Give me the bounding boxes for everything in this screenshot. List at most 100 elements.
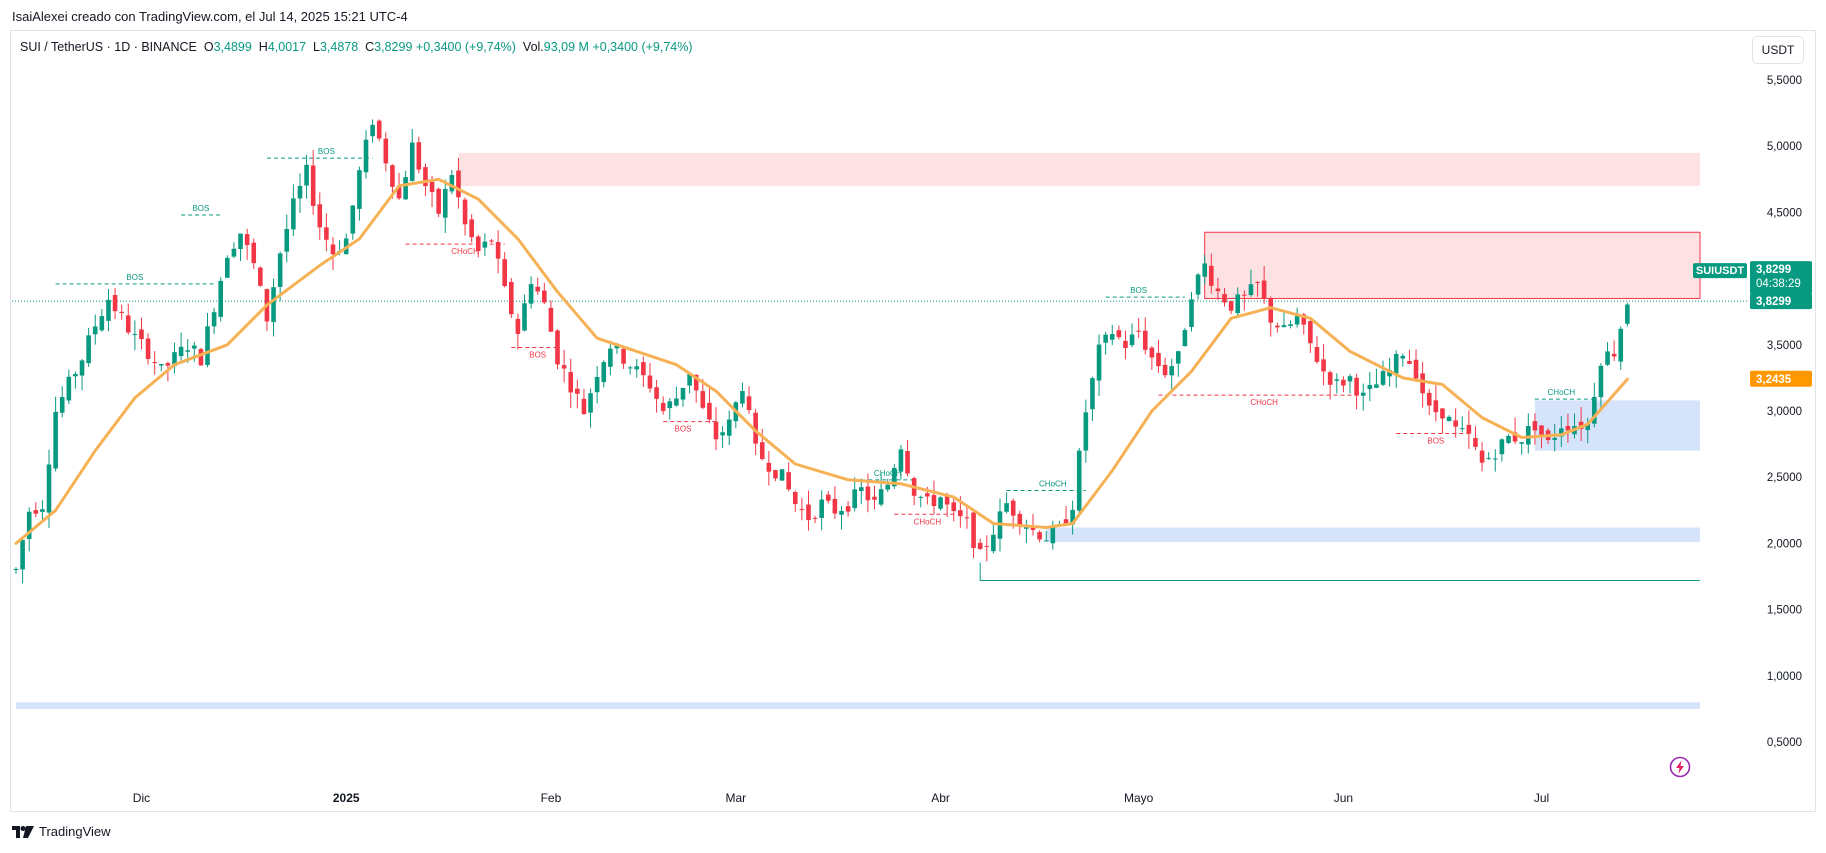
candle-body (462, 199, 468, 225)
ema-price-text: 3,2435 (1756, 374, 1792, 386)
candle-body (561, 365, 567, 369)
candle-body (271, 287, 276, 323)
candle (13, 567, 19, 574)
candle-body (1294, 315, 1300, 325)
demand-zone (1046, 527, 1700, 543)
candle (436, 187, 441, 218)
structure-label: BOS (318, 147, 335, 156)
candle (1466, 410, 1472, 449)
candle-body (1182, 330, 1188, 347)
candle-body (1413, 359, 1419, 379)
y-tick-label: 3,0000 (1767, 406, 1802, 418)
structure-label: CHoCH (874, 469, 902, 478)
candle-body (1215, 288, 1221, 292)
candle-body (172, 352, 177, 367)
lightning-icon[interactable] (1669, 756, 1691, 778)
x-tick-label: Abr (931, 791, 950, 805)
candle (178, 332, 184, 361)
candle-body (317, 204, 323, 228)
candle-body (304, 164, 309, 186)
price-badge-text: 3,8299 (1756, 264, 1791, 276)
candle-body (13, 568, 19, 570)
candle (680, 387, 686, 407)
candle (1413, 349, 1419, 382)
candle-body (1374, 384, 1379, 388)
candle (687, 373, 692, 394)
candle-body (931, 495, 937, 506)
candle (1314, 336, 1320, 364)
candle-body (1539, 425, 1544, 435)
candle (594, 366, 600, 404)
tradingview-logo[interactable]: TradingView (12, 824, 111, 839)
candle-body (350, 205, 356, 234)
candle-body (73, 373, 78, 377)
candle-body (667, 401, 673, 409)
candle-body (720, 432, 725, 436)
candle-body (152, 361, 157, 364)
candle-body (898, 449, 904, 472)
candle (1228, 300, 1234, 315)
candle-body (1407, 361, 1412, 364)
candle-body (1209, 265, 1214, 286)
currency-button[interactable]: USDT (1752, 36, 1804, 64)
x-tick-label: Jun (1334, 791, 1353, 805)
candle (112, 288, 118, 320)
candle (1261, 266, 1267, 304)
candle (1407, 349, 1412, 365)
candle-body (1202, 263, 1208, 277)
candle (1202, 254, 1208, 285)
symbol-badge (1693, 263, 1747, 279)
candle-body (1354, 377, 1359, 396)
volume-change: +0,3400 (+9,74%) (592, 40, 693, 54)
candle (1090, 376, 1095, 421)
x-tick-label: Mayo (1124, 791, 1154, 805)
candle-body (707, 402, 712, 420)
candle (872, 485, 877, 510)
candle (806, 490, 811, 531)
candle-body (1473, 438, 1478, 447)
candle-body (495, 242, 501, 259)
supply-zone (1204, 232, 1700, 299)
candle-body (59, 396, 65, 413)
candle (145, 333, 151, 365)
candle-body (244, 234, 250, 246)
candle (1486, 452, 1491, 460)
candle (73, 371, 78, 389)
candle-body (958, 510, 963, 517)
symbol-badge-text: SUIUSDT (1696, 265, 1745, 277)
y-tick-label: 4,5000 (1767, 207, 1802, 219)
candle-body (211, 312, 217, 327)
candle-body (66, 376, 72, 401)
candle-body (812, 517, 818, 519)
candle (839, 506, 844, 530)
candle (1341, 376, 1346, 393)
candle (1400, 353, 1406, 367)
candle (53, 396, 58, 472)
candle-body (46, 464, 52, 513)
candle (284, 214, 290, 263)
candle-body (383, 138, 389, 164)
candle-body (971, 512, 976, 548)
candle-body (1308, 321, 1313, 344)
candle-body (1123, 340, 1128, 349)
candle-body (660, 403, 666, 412)
candle-body (1070, 509, 1075, 525)
candle (482, 233, 488, 256)
candle-body (1492, 458, 1498, 460)
candle-body (819, 499, 824, 518)
candle-body (885, 484, 891, 490)
candle (542, 282, 547, 305)
symbol-label[interactable]: SUI / TetherUS · 1D · BINANCE (20, 40, 197, 54)
y-tick-label: 1,0000 (1767, 671, 1802, 683)
y-tick-label: 2,0000 (1767, 538, 1802, 550)
candle (139, 317, 144, 350)
candle (766, 451, 772, 486)
candle-body (740, 391, 745, 404)
countdown-text: 04:38:29 (1756, 278, 1801, 290)
candle (495, 230, 501, 274)
candle-body (53, 411, 58, 469)
candle (225, 255, 230, 278)
candle (26, 507, 32, 552)
y-tick-label: 5,5000 (1767, 75, 1802, 87)
